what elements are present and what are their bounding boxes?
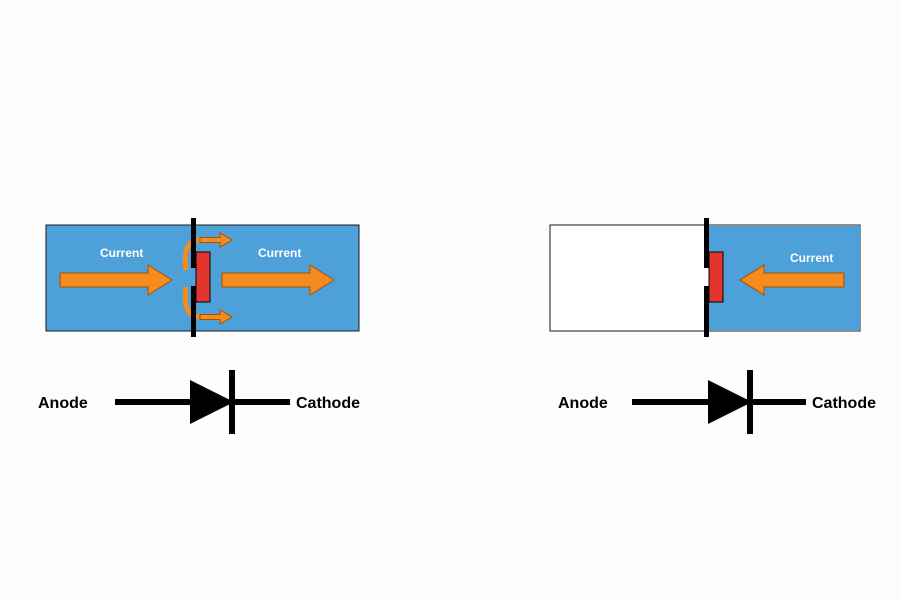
left-current-label-2: Current [258, 246, 301, 260]
right-diode-anode-label: Anode [558, 395, 608, 412]
left-diode-cathode-label: Cathode [296, 395, 360, 412]
right-current-label: Current [790, 251, 833, 265]
right-diode-triangle [708, 380, 752, 424]
right-gate-gap [704, 268, 709, 286]
diagram-canvas: Current Current Anode Cathode Current Anode Ca… [0, 0, 900, 600]
left-diode-anode-label: Anode [38, 395, 88, 412]
left-current-label-1: Current [100, 246, 143, 260]
left-gate-block [196, 252, 210, 302]
right-diode-cathode-label: Cathode [812, 395, 876, 412]
right-gate-block [709, 252, 723, 302]
left-diode-triangle [190, 380, 234, 424]
left-gate-gap [191, 268, 196, 286]
